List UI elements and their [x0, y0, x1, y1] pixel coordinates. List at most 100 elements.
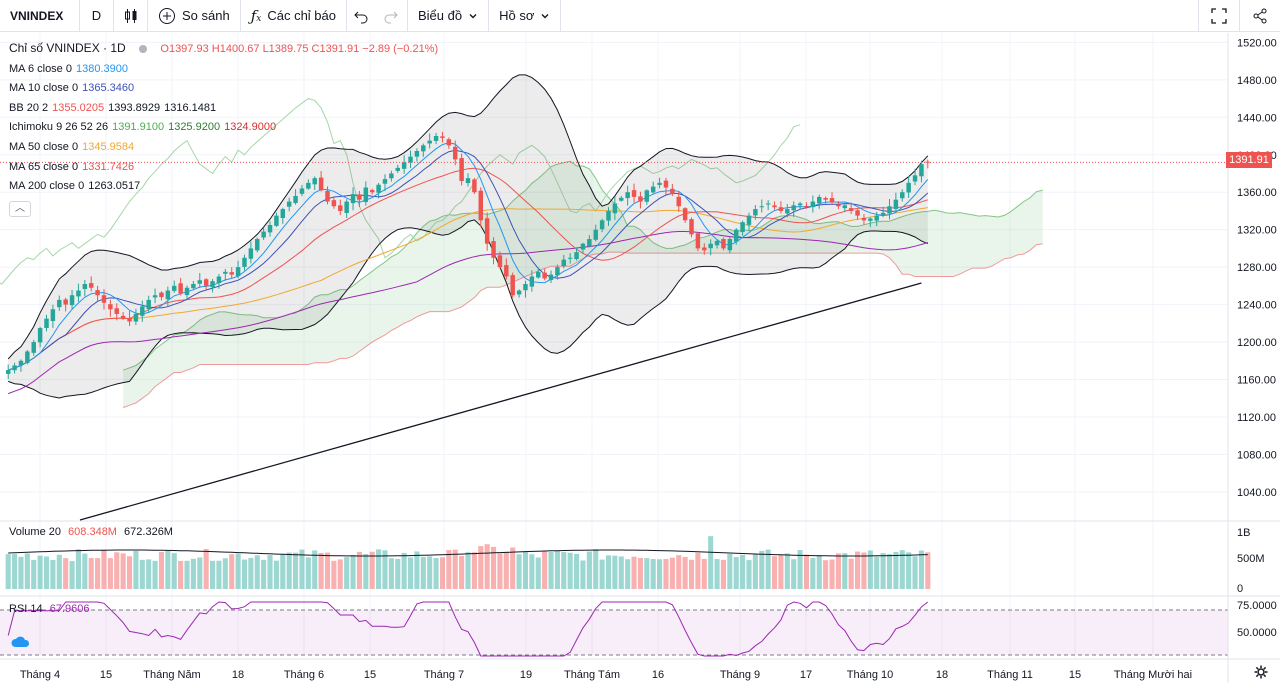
- volume-bar: [708, 536, 714, 589]
- candle-body: [152, 295, 158, 298]
- candle-body: [695, 233, 701, 249]
- volume-bar: [248, 557, 254, 589]
- legend-row-3: Ichimoku 9 26 52 26 1391.9100 1325.9200 132…: [9, 118, 438, 138]
- time-tick-label: Tháng 7: [424, 669, 464, 681]
- rsi-pane: 75.0000 50.0000: [0, 600, 1277, 657]
- candle-body: [504, 265, 509, 277]
- legend-row-2: BB 20 2 1355.0205 1393.8929 1316.1481: [9, 99, 438, 119]
- chart-style-button[interactable]: [114, 0, 148, 32]
- gear-icon[interactable]: [1254, 665, 1268, 683]
- time-tick-label: 15: [100, 669, 112, 681]
- candle-body: [523, 283, 528, 291]
- candle-body: [555, 267, 560, 276]
- redo-button[interactable]: [375, 0, 408, 32]
- chart-menu-button[interactable]: Biểu đồ: [408, 0, 490, 32]
- settings-cloud-icon[interactable]: [10, 633, 32, 651]
- legend-row-label: Ichimoku 9 26 52 26: [9, 121, 109, 134]
- volume-bar: [171, 553, 177, 589]
- ohlc-low: L1389.75: [262, 43, 309, 55]
- bb-fill: [8, 74, 928, 399]
- price-tick-label: 1200.00: [1237, 337, 1277, 349]
- price-tick-label: 1080.00: [1237, 449, 1277, 461]
- candle-body: [663, 180, 669, 188]
- candle-body: [286, 201, 292, 207]
- symbol-search-button[interactable]: VNINDEX: [0, 0, 80, 32]
- volume-bar: [574, 553, 580, 589]
- candle-body: [325, 190, 330, 202]
- share-button[interactable]: [1239, 0, 1280, 32]
- candle-body: [414, 151, 420, 157]
- candle-body: [893, 199, 899, 210]
- time-tick-label: Tháng 9: [720, 669, 760, 681]
- candle-body: [395, 167, 400, 171]
- volume-bar: [816, 555, 822, 589]
- volume-bar: [465, 552, 471, 589]
- candle-body: [338, 205, 343, 211]
- price-tick-label: 1440.00: [1237, 112, 1277, 124]
- volume-bar: [510, 547, 516, 589]
- volume-bar: [420, 556, 426, 589]
- time-tick-label: 15: [364, 669, 376, 681]
- volume-bar: [516, 554, 522, 589]
- volume-bar: [906, 552, 912, 589]
- price-tick-label: 1160.00: [1237, 375, 1276, 387]
- volume-bar: [350, 554, 356, 589]
- volume-bar: [209, 560, 216, 589]
- volume-legend-value-2: 672.326M: [124, 526, 173, 538]
- ichimoku-cloud-fill: [123, 161, 1043, 408]
- candle-body: [740, 222, 745, 233]
- candle-body: [120, 315, 126, 319]
- volume-bar: [18, 556, 24, 589]
- time-tick-label: Tháng Mười hai: [1114, 669, 1192, 681]
- top-toolbar: VNINDEX D So sánh ƒx Các chỉ báo Biểu đồ…: [0, 0, 1280, 32]
- volume-bar: [650, 559, 656, 589]
- fullscreen-button[interactable]: [1198, 0, 1239, 32]
- volume-bar: [82, 553, 88, 589]
- candle-body: [708, 243, 713, 249]
- volume-bar: [771, 556, 778, 589]
- candle-body: [836, 204, 841, 207]
- ma200-line: [79, 282, 922, 521]
- volume-bar: [369, 551, 375, 589]
- price-tick-label: 1120.00: [1237, 412, 1276, 424]
- volume-bar: [5, 554, 11, 589]
- volume-bar: [644, 558, 650, 589]
- time-tick-label: Tháng Tám: [564, 669, 620, 681]
- candle-body: [548, 274, 554, 280]
- legend-row-label: MA 65 close 0: [9, 160, 79, 173]
- candle-body: [536, 271, 541, 278]
- price-tick-label: 1280.00: [1237, 262, 1277, 274]
- bb-upper: [7, 74, 929, 360]
- volume-bar: [618, 556, 624, 589]
- volume-bar: [146, 559, 152, 589]
- interval-button[interactable]: D: [80, 0, 114, 32]
- volume-bar: [139, 559, 145, 589]
- candle-body: [427, 140, 432, 144]
- indicators-button[interactable]: ƒx Các chỉ báo: [241, 0, 347, 32]
- volume-bar: [484, 544, 490, 589]
- volume-bar: [791, 559, 797, 589]
- ma10-line: [8, 149, 929, 371]
- legend-title-row: Chỉ số VNINDEX · 1D O1397.93 H1400.67 L1…: [9, 39, 438, 60]
- volume-bar: [823, 560, 829, 589]
- undo-button[interactable]: [347, 0, 375, 32]
- rsi-line: [7, 601, 929, 657]
- legend-collapse-button[interactable]: ︿: [9, 200, 31, 217]
- candle-body: [733, 229, 739, 242]
- candle-body: [644, 190, 650, 202]
- volume-bar: [714, 559, 720, 589]
- volume-bar: [880, 553, 886, 589]
- volume-bar: [184, 560, 190, 589]
- compare-button[interactable]: So sánh: [148, 0, 241, 32]
- volume-bar: [784, 553, 790, 589]
- candle-body: [299, 188, 305, 194]
- volume-bar: [286, 552, 292, 589]
- profile-menu-button[interactable]: Hồ sơ: [489, 0, 562, 32]
- volume-bar: [152, 560, 158, 589]
- candle-body: [727, 239, 733, 251]
- candle-body: [650, 186, 656, 193]
- candle-body: [159, 292, 164, 298]
- volume-bar: [797, 550, 803, 589]
- candle-body: [670, 188, 675, 195]
